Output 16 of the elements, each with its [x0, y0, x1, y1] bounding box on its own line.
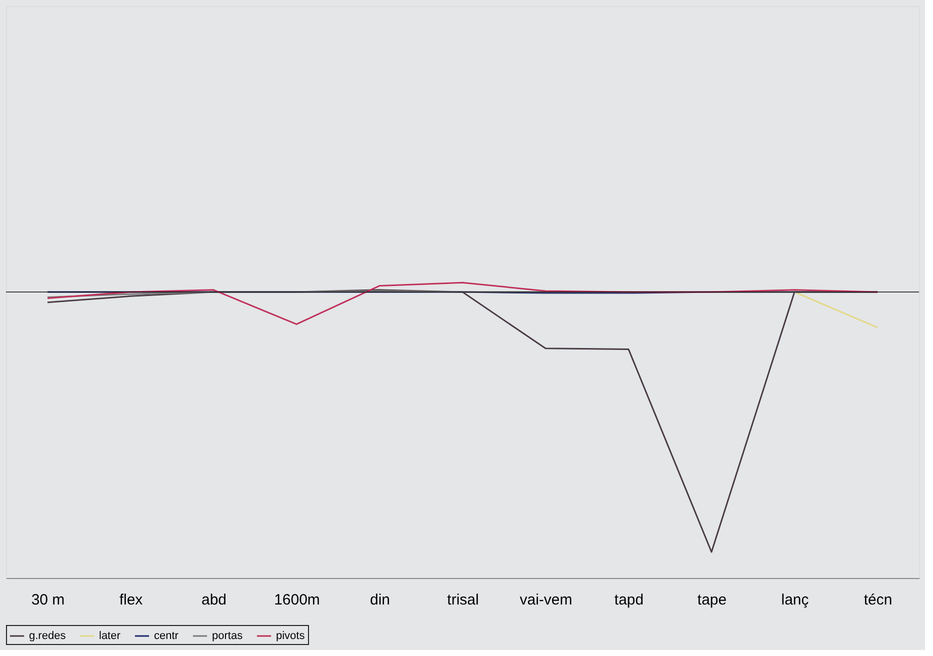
legend-label: portas	[212, 630, 244, 642]
x-tick-label: vai-vem	[520, 592, 572, 608]
x-tick-label: trisal	[447, 592, 479, 608]
x-tick-label: abd	[201, 592, 227, 608]
x-tick-label: 1600m	[274, 592, 320, 608]
x-tick-label: técn	[864, 592, 892, 608]
x-tick-label: tape	[697, 592, 727, 608]
legend-label: centr	[154, 630, 179, 642]
legend-label: pivots	[276, 630, 306, 642]
legend-label: g.redes	[29, 630, 66, 642]
x-tick-label: flex	[119, 592, 144, 608]
x-tick-label: lanç	[781, 592, 810, 608]
x-tick-label: din	[370, 592, 390, 608]
legend-label: later	[99, 630, 121, 642]
x-tick-label: 30 m	[31, 592, 65, 608]
x-tick-label: tapd	[614, 592, 644, 608]
